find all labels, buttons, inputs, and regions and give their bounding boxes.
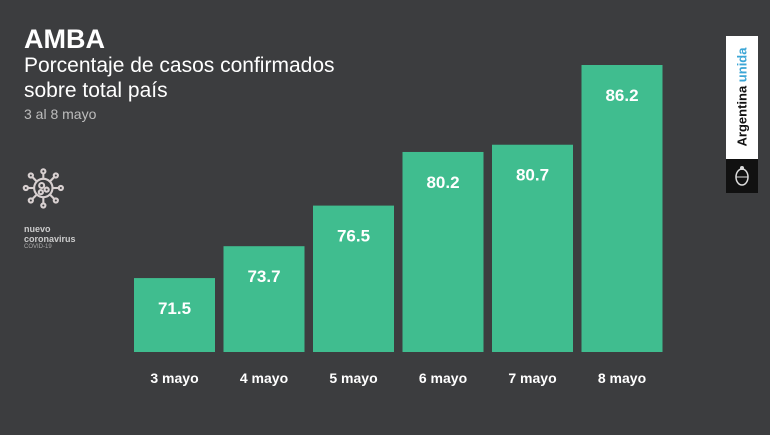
x-tick-label: 7 mayo xyxy=(508,370,556,386)
data-label: 86.2 xyxy=(605,86,638,105)
bar-3 xyxy=(402,151,484,352)
data-label: 73.7 xyxy=(247,267,280,286)
badge-text: nuevo coronavirus xyxy=(24,224,76,244)
x-tick-label: 5 mayo xyxy=(329,370,377,386)
chart-subtitle: Porcentaje de casos confirmados sobre to… xyxy=(24,54,335,102)
badge-line1: nuevo xyxy=(24,224,51,234)
data-label: 80.7 xyxy=(516,166,549,185)
data-label: 71.5 xyxy=(158,299,191,318)
data-label: 76.5 xyxy=(337,227,370,246)
data-label: 80.2 xyxy=(426,173,459,192)
bar-0 xyxy=(134,278,215,352)
bar-1 xyxy=(223,246,305,352)
page-title: AMBA xyxy=(24,24,105,54)
bar-4 xyxy=(492,144,573,352)
date-range: 3 al 8 mayo xyxy=(24,106,97,122)
x-tick-label: 4 mayo xyxy=(240,370,288,386)
virus-icon xyxy=(22,168,64,209)
badge-covid: COVID-19 xyxy=(24,244,52,250)
x-tick-label: 6 mayo xyxy=(419,370,467,386)
x-tick-label: 8 mayo xyxy=(598,370,646,386)
national-seal-icon xyxy=(735,166,749,186)
x-tick-label: 3 mayo xyxy=(150,370,198,386)
badge-line2: coronavirus xyxy=(24,234,76,244)
bar-2 xyxy=(313,205,394,352)
argentina-unida-logo: Argentina unida xyxy=(726,36,758,193)
bar-5 xyxy=(581,65,663,352)
